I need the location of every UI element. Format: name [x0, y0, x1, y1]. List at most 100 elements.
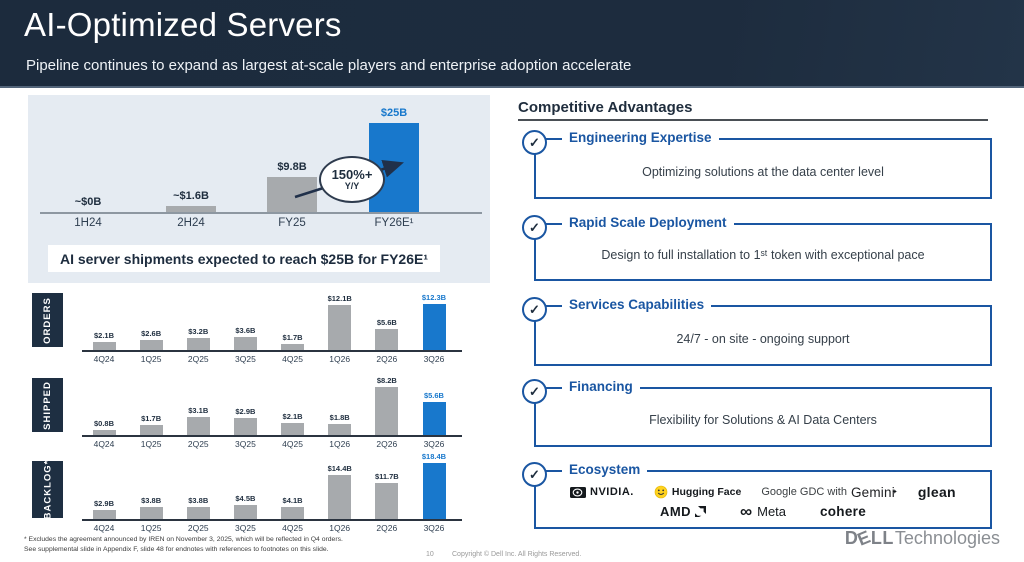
bar [328, 305, 352, 350]
footnote-2: See supplemental slide in Appendix F, sl… [24, 546, 329, 553]
heading-underline [518, 119, 988, 121]
check-circle-icon: ✓ [522, 130, 547, 155]
bar-value-label: $3.1B [188, 406, 209, 415]
category-label: 1Q26 [329, 523, 351, 533]
bar [139, 340, 163, 350]
category-label: 2H24 [177, 217, 205, 229]
amd-logo: AMD [660, 504, 707, 519]
category-label: FY26E¹ [374, 217, 414, 229]
bar-value-label: $5.6B [423, 391, 444, 400]
category-label: FY25 [278, 217, 306, 229]
ecosystem-logos: NVIDIA. Hugging Face Google GDC with Gem… [536, 480, 990, 523]
bar [233, 337, 257, 350]
bar [92, 430, 116, 435]
bar [328, 475, 352, 519]
category-label: 2Q26 [376, 439, 398, 449]
category-label: 4Q25 [282, 354, 303, 364]
bar-value-label: $14.4B [327, 464, 352, 473]
bar [139, 507, 163, 519]
bar [267, 177, 317, 212]
shipped-label-box: SHIPPED [32, 378, 63, 432]
slide-header: AI-Optimized Servers Pipeline continues … [0, 0, 1024, 88]
bar-value-label: $1.8B [329, 413, 350, 422]
bar [233, 505, 257, 519]
orders-axis-line [82, 350, 462, 352]
advantage-title: Financing [562, 379, 640, 394]
category-label: 4Q25 [282, 523, 303, 533]
bar [281, 507, 305, 519]
page-subtitle: Pipeline continues to expand as largest … [26, 57, 632, 74]
bar-value-label: $8.2B [376, 376, 397, 385]
footnote-1: * Excludes the agreement announced by IR… [24, 536, 343, 543]
bar-value-label: $9.8B [277, 161, 307, 173]
orders-label-box: ORDERS [32, 293, 63, 347]
bar-value-label: $2.9B [93, 499, 114, 508]
advantage-title: Ecosystem [562, 462, 648, 477]
bar-value-label: $12.3B [421, 293, 447, 302]
bar-value-label: $3.8B [188, 496, 209, 505]
check-circle-icon: ✓ [522, 297, 547, 322]
advantage-rapid-scale-deployment: ✓ Rapid Scale Deployment Design to full … [522, 215, 992, 281]
bar [328, 424, 352, 435]
advantage-desc: Optimizing solutions at the data center … [642, 164, 884, 179]
category-label: 3Q26 [423, 523, 445, 533]
bar [186, 417, 210, 435]
orders-chart: ORDERS $2.1B 4Q24 $2.6B 1Q25 $3.2B 2Q25 $3.6B 3… [30, 290, 470, 370]
page-title: AI-Optimized Servers [24, 6, 342, 43]
category-label: 4Q24 [93, 354, 115, 364]
meta-logo: ∞ Meta [739, 501, 787, 521]
backlog-axis-line [82, 519, 462, 521]
bar [139, 425, 163, 435]
bar-value-label: $12.1B [327, 294, 352, 303]
category-label: 1Q25 [140, 523, 162, 533]
bar-value-label: $3.8B [141, 496, 162, 505]
advantage-desc: 24/7 - on site - ongoing support [676, 331, 850, 346]
category-label: 2Q25 [187, 523, 209, 533]
bar-value-label: $11.7B [374, 472, 399, 481]
advantage-engineering-expertise: ✓ Engineering Expertise Optimizing solut… [522, 130, 992, 199]
category-label: 4Q24 [93, 439, 115, 449]
bar-value-label: $18.4B [421, 452, 447, 461]
dell-technologies-logo: DELL Technologies [844, 526, 1000, 550]
bar [422, 463, 446, 519]
advantage-title: Services Capabilities [562, 297, 712, 312]
bar [92, 342, 116, 350]
glean-logo: glean [917, 484, 956, 500]
bar-value-label: $1.7B [282, 333, 303, 342]
category-label: 4Q25 [282, 439, 303, 449]
bar-value-label: $1.7B [141, 414, 162, 423]
category-label: 1Q26 [329, 439, 351, 449]
bar-value-label: ~$0B [74, 196, 102, 208]
bar [186, 338, 210, 350]
shipped-chart: SHIPPED $0.8B 4Q24 $1.7B 1Q25 $3.1B 2Q25 $2.9B… [30, 375, 470, 455]
bar [422, 402, 446, 435]
backlog-chart: BACKLOG* $2.9B 4Q24 $3.8B 1Q25 $3.8B 2Q25 $4.5… [30, 452, 470, 538]
bar-value-label: $25B [380, 107, 408, 119]
nvidia-eye-icon [570, 486, 587, 498]
bar [422, 304, 446, 350]
ai-shipments-chart-panel: ~$0B 1H24 ~$1.6B 2H24 $9.8B FY25 $25B FY26E¹ 15… [28, 95, 490, 283]
bar-value-label: $5.6B [376, 318, 397, 327]
advantage-desc: Design to full installation to 1ˢᵗ token… [601, 248, 925, 262]
shipped-axis-line [82, 435, 462, 437]
advantage-desc: Flexibility for Solutions & AI Data Cent… [649, 413, 877, 427]
category-label: 3Q25 [235, 354, 256, 364]
category-label: 3Q26 [423, 439, 445, 449]
advantage-title: Engineering Expertise [562, 130, 719, 145]
competitive-advantages-heading: Competitive Advantages [518, 99, 693, 116]
nvidia-logo: NVIDIA. [570, 486, 634, 498]
category-label: 3Q25 [235, 523, 256, 533]
advantage-services-capabilities: ✓ Services Capabilities 24/7 - on site -… [522, 297, 992, 366]
advantage-title: Rapid Scale Deployment [562, 215, 734, 230]
category-label: 1Q26 [329, 354, 351, 364]
bar [375, 483, 399, 519]
amd-arrow-icon [695, 506, 707, 517]
category-label: 2Q26 [376, 354, 398, 364]
bar-value-label: $4.1B [282, 496, 303, 505]
bar-value-label: $2.9B [235, 407, 256, 416]
bar-value-label: $3.2B [188, 327, 209, 336]
shipments-banner: AI server shipments expected to reach $2… [48, 245, 440, 272]
gemini-star-icon: ✦ [891, 489, 898, 496]
check-circle-icon: ✓ [522, 215, 547, 240]
check-circle-icon: ✓ [522, 379, 547, 404]
